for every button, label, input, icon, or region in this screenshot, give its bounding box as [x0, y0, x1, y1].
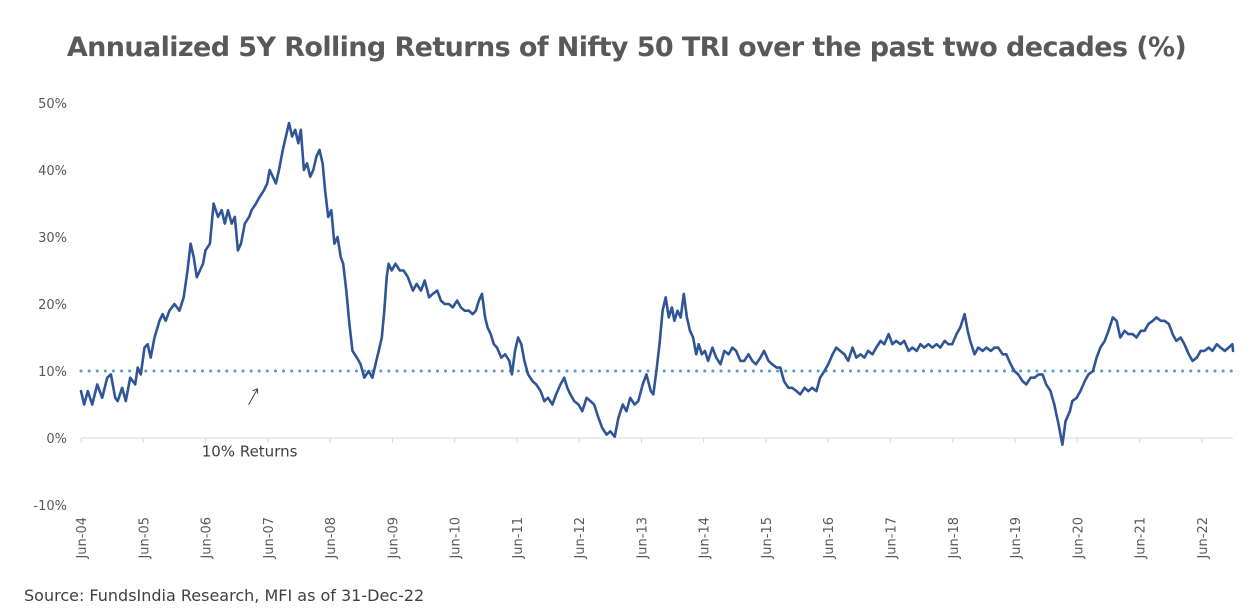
x-tick-label: Jun-10 [449, 517, 464, 560]
x-tick-label: Jun-05 [137, 517, 152, 560]
x-tick-label: Jun-13 [635, 517, 650, 560]
annotation-label: 10% Returns [202, 443, 298, 461]
x-tick-label: Jun-08 [324, 517, 339, 560]
x-tick-label: Jun-18 [947, 517, 962, 560]
y-tick-label: 20% [38, 298, 67, 313]
x-tick-label: Jun-09 [386, 517, 401, 560]
arrow-head-icon [252, 388, 259, 394]
x-tick-label: Jun-11 [511, 517, 526, 560]
y-tick-label: 0% [46, 432, 67, 447]
returns-line [79, 121, 1235, 446]
x-tick-label: Jun-12 [573, 517, 588, 560]
x-tick-label: Jun-21 [1134, 517, 1149, 560]
chart-title: Annualized 5Y Rolling Returns of Nifty 5… [66, 32, 1187, 63]
x-tick-label: Jun-15 [760, 517, 775, 560]
x-tick-label: Jun-06 [200, 517, 215, 560]
y-tick-label: -10% [33, 499, 67, 514]
y-tick-label: 10% [38, 365, 67, 380]
annotation-layer: 10% Returns [202, 388, 298, 461]
source-note: Source: FundsIndia Research, MFI as of 3… [24, 586, 425, 605]
series-layer [79, 121, 1235, 446]
x-tick-label: Jun-17 [885, 517, 900, 560]
y-tick-label: 30% [38, 231, 67, 246]
annotation-arrow [248, 388, 259, 405]
x-tick-label: Jun-07 [262, 517, 277, 560]
x-tick-label: Jun-04 [75, 517, 90, 560]
x-tick-label: Jun-22 [1196, 517, 1211, 560]
y-tick-label: 40% [38, 164, 67, 179]
x-tick-label: Jun-16 [822, 517, 837, 560]
y-tick-label: 50% [38, 97, 67, 112]
x-tick-label: Jun-20 [1071, 517, 1086, 560]
x-tick-label: Jun-19 [1009, 517, 1024, 560]
y-axis: -10% 0% 10% 20% 30% 40% 50% [33, 97, 67, 514]
x-axis: Jun-04 Jun-05 Jun-06 Jun-07 Jun-08 Jun-09 Jun-… [75, 437, 1233, 560]
x-tick-label: Jun-14 [698, 517, 713, 560]
